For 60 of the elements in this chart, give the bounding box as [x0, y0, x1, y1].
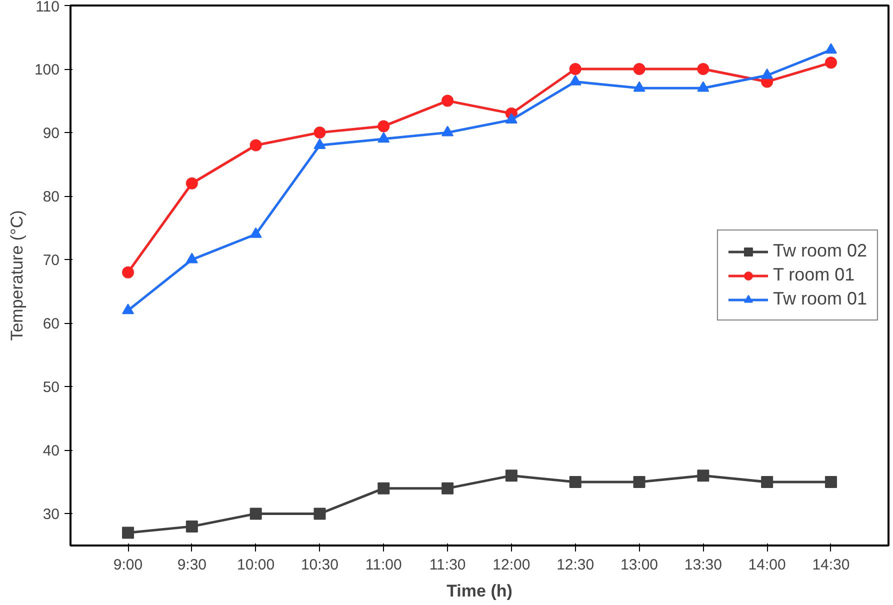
point: [442, 94, 454, 107]
x-tick-label: 10:00: [237, 556, 275, 574]
x-tick-label: 14:30: [812, 556, 850, 574]
point: [633, 63, 646, 76]
point: [314, 508, 326, 520]
y-tick-label: 90: [42, 125, 60, 142]
point: [697, 81, 710, 92]
point: [250, 139, 262, 152]
point: [186, 252, 198, 264]
point: [250, 227, 262, 238]
x-tick-label: 12:00: [492, 556, 530, 574]
x-tick-label: 9:30: [177, 556, 207, 574]
x-tick-label: 13:00: [620, 556, 658, 574]
point: [761, 68, 774, 80]
x-tick-label: 11:30: [429, 556, 466, 574]
y-tick-label: 70: [42, 252, 60, 270]
point: [505, 113, 518, 124]
point: [633, 476, 646, 488]
point: [122, 304, 134, 314]
point: [824, 56, 837, 69]
point: [442, 126, 454, 136]
legend-label: Tw room 02: [772, 240, 867, 262]
y-tick-label: 40: [42, 442, 60, 460]
point: [569, 63, 582, 76]
point: [250, 508, 262, 520]
point: [824, 476, 837, 488]
legend-label: T room 01: [772, 264, 855, 286]
x-tick-label: 10:30: [300, 556, 339, 574]
x-tick-label: 9:00: [113, 556, 143, 574]
point: [122, 526, 134, 539]
y-tick-label: 80: [42, 188, 60, 206]
point: [697, 470, 710, 482]
x-tick-label: 12:30: [556, 556, 594, 574]
x-tick-label: 13:30: [684, 556, 722, 574]
point: [569, 74, 582, 86]
y-tick-label: 110: [36, 0, 60, 16]
legend-label: Tw room 01: [772, 288, 867, 310]
y-tick-label: 100: [34, 62, 60, 79]
point: [378, 132, 390, 143]
point: [186, 520, 198, 532]
point: [442, 482, 454, 494]
point: [186, 177, 198, 190]
y-tick-label: 60: [42, 316, 60, 333]
y-tick-label: 30: [42, 506, 60, 524]
point: [569, 476, 582, 488]
point: [505, 470, 518, 482]
point: [314, 138, 326, 149]
point: [378, 120, 390, 132]
x-tick-label: 14:00: [748, 556, 786, 574]
point: [824, 43, 837, 54]
x-axis-title: Time (h): [446, 582, 512, 600]
point: [697, 63, 710, 76]
y-axis-title: Temperature (°C): [7, 210, 26, 341]
point: [633, 81, 646, 92]
point: [378, 482, 390, 494]
point: [122, 266, 134, 278]
x-tick-label: 11:00: [365, 556, 402, 574]
point: [761, 476, 774, 488]
y-tick-label: 50: [42, 379, 60, 396]
point: [314, 126, 326, 139]
